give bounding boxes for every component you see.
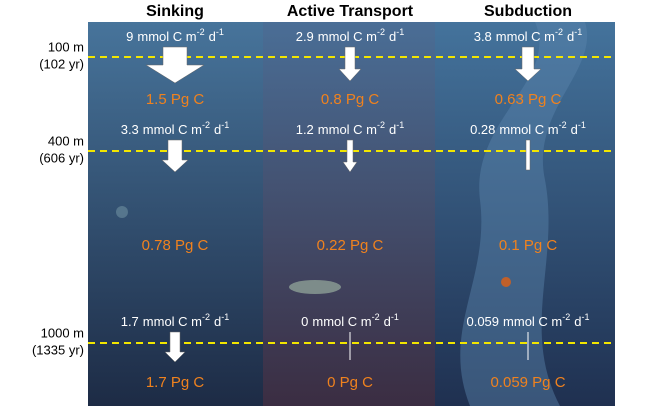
stock-label: 0 Pg C (327, 374, 373, 391)
flux-unit: d (571, 122, 578, 137)
flux-label: 2.9 mmol C m-2 d-1 (296, 27, 405, 44)
depth-label: 400 m (48, 133, 84, 148)
flux-label: 0 mmol C m-2 d-1 (301, 312, 399, 329)
flux-unit: d (389, 122, 396, 137)
stock-label: 0.22 Pg C (317, 237, 384, 254)
flux-exp: -1 (574, 27, 582, 37)
flux-unit: d (567, 29, 574, 44)
flux-label: 3.8 mmol C m-2 d-1 (474, 27, 583, 44)
age-label: (606 yr) (39, 150, 84, 165)
flux-value: 0.28 (470, 122, 495, 137)
particle (501, 277, 511, 287)
flux-arrow (145, 46, 205, 84)
flux-value: 3.8 (474, 29, 492, 44)
depth-label: 100 m (48, 39, 84, 54)
flux-arrow (525, 139, 531, 171)
flux-exp: -2 (372, 312, 380, 322)
stock-label: 1.7 Pg C (146, 374, 205, 391)
flux-label: 0.059 mmol C m-2 d-1 (466, 312, 589, 329)
flux-exp: -2 (197, 27, 205, 37)
flux-exp: -1 (396, 120, 404, 130)
column-title: Sinking (146, 3, 204, 20)
flux-exp: -2 (377, 120, 385, 130)
stock-label: 0.8 Pg C (321, 91, 380, 108)
flux-exp: -1 (578, 120, 586, 130)
flux-arrow (514, 46, 542, 82)
flux-value: 1.7 (121, 314, 139, 329)
flux-arrow (349, 332, 351, 360)
flux-exp: -2 (202, 312, 210, 322)
flux-unit: d (389, 29, 396, 44)
flux-label: 1.2 mmol C m-2 d-1 (296, 120, 405, 137)
column-title: Active Transport (287, 3, 414, 20)
flux-arrow (527, 332, 529, 360)
flux-exp: -1 (391, 312, 399, 322)
flux-unit: d (384, 314, 391, 329)
flux-unit: mmol C m (318, 122, 377, 137)
flux-exp: -2 (377, 27, 385, 37)
flux-label: 0.28 mmol C m-2 d-1 (470, 120, 586, 137)
depth-label: 1000 m (41, 325, 84, 340)
flux-unit: d (574, 314, 581, 329)
flux-value: 9 (126, 29, 133, 44)
stock-label: 0.63 Pg C (495, 91, 562, 108)
flux-unit: d (209, 29, 216, 44)
flux-exp: -2 (559, 120, 567, 130)
flux-unit: d (214, 314, 221, 329)
stock-label: 1.5 Pg C (146, 91, 205, 108)
flux-unit: mmol C m (318, 29, 377, 44)
stock-label: 0.78 Pg C (142, 237, 209, 254)
age-label: (1335 yr) (32, 342, 84, 357)
flux-exp: -1 (582, 312, 590, 322)
age-label: (102 yr) (39, 56, 84, 71)
flux-unit: mmol C m (137, 29, 196, 44)
flux-exp: -1 (216, 27, 224, 37)
stock-label: 0.1 Pg C (499, 237, 558, 254)
water-mass (460, 22, 588, 406)
flux-arrow (164, 331, 186, 363)
flux-unit: mmol C m (499, 122, 558, 137)
flux-unit: mmol C m (143, 122, 202, 137)
particle (116, 206, 128, 218)
column-title: Subduction (484, 3, 572, 20)
flux-value: 2.9 (296, 29, 314, 44)
flux-arrow (161, 139, 189, 173)
flux-value: 3.3 (121, 122, 139, 137)
flux-exp: -1 (221, 120, 229, 130)
flux-unit: mmol C m (496, 29, 555, 44)
flux-value: 0.059 (466, 314, 499, 329)
flux-label: 9 mmol C m-2 d-1 (126, 27, 224, 44)
flux-exp: -1 (221, 312, 229, 322)
flux-unit: mmol C m (312, 314, 371, 329)
flux-exp: -2 (555, 27, 563, 37)
flux-unit: mmol C m (143, 314, 202, 329)
stock-label: 0.059 Pg C (490, 374, 565, 391)
flux-exp: -2 (202, 120, 210, 130)
flux-unit: mmol C m (503, 314, 562, 329)
flux-value: 1.2 (296, 122, 314, 137)
fish (289, 280, 341, 294)
flux-label: 1.7 mmol C m-2 d-1 (121, 312, 230, 329)
flux-label: 3.3 mmol C m-2 d-1 (121, 120, 230, 137)
flux-value: 0 (301, 314, 308, 329)
flux-arrow (338, 46, 362, 82)
flux-unit: d (214, 122, 221, 137)
flux-exp: -2 (562, 312, 570, 322)
flux-exp: -1 (396, 27, 404, 37)
flux-arrow (342, 139, 358, 173)
